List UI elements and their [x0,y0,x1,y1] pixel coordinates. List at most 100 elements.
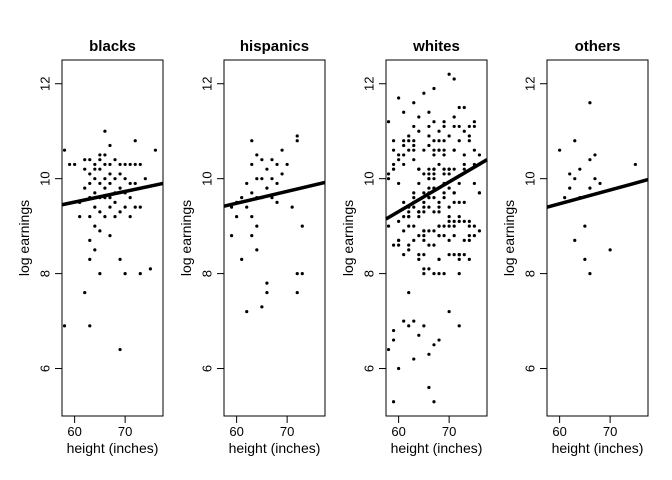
data-point [290,205,294,209]
data-point [108,143,112,148]
y-tick-label: 6 [361,365,376,372]
y-tick-label: 10 [37,171,52,185]
y-axis-label: log earnings [340,200,356,276]
data-point [62,324,67,328]
data-point [462,129,466,133]
data-point [422,205,426,209]
data-point [432,243,436,247]
panel-title: whites [412,38,460,55]
y-tick-label: 6 [37,365,52,372]
data-point [452,234,456,238]
y-axis-label: log earnings [178,200,194,276]
data-point [270,158,274,162]
regression-line [385,158,488,221]
data-point [250,215,254,219]
data-point [573,139,577,143]
data-point [472,224,476,228]
data-point [402,110,406,114]
data-point [447,224,451,228]
data-point [417,129,421,133]
data-point [240,257,244,261]
data-point [462,253,466,257]
data-point [128,196,132,200]
data-point [93,167,97,171]
data-point [437,224,441,228]
data-point [153,148,158,152]
data-point [417,115,421,119]
data-point [477,191,482,195]
data-point [412,238,416,242]
data-point [467,139,471,143]
data-point [457,253,461,257]
data-point [412,101,416,105]
data-point [245,309,249,314]
data-point [255,224,259,228]
data-point [402,319,406,323]
data-point [240,196,244,200]
data-point [437,148,441,152]
data-point [427,143,431,148]
y-tick-label: 12 [522,76,537,90]
data-point [452,115,456,119]
data-point [467,124,471,129]
data-point [412,158,416,162]
data-point [462,238,466,242]
data-point [133,139,137,143]
data-point [118,172,122,176]
data-point [462,153,466,157]
data-point [407,248,411,252]
data-point [98,229,102,233]
data-point [245,205,249,209]
data-point [275,181,279,186]
data-point [427,177,431,181]
y-tick-label: 8 [37,270,52,277]
data-point [437,234,441,238]
data-point [588,158,592,162]
data-point [391,338,396,342]
data-point [452,124,456,129]
data-point [123,272,127,276]
data-point [397,181,401,186]
data-point [386,347,391,352]
data-point [397,96,401,100]
data-point [447,186,451,190]
data-point [397,219,401,223]
data-point [422,267,426,271]
data-point [250,191,254,195]
data-point [422,324,426,328]
data-point [407,243,411,247]
data-point [442,124,446,129]
data-point [260,177,264,181]
data-point [477,229,482,233]
x-tick-label: 70 [442,424,456,439]
data-point [88,181,92,186]
data-point [568,172,572,176]
data-point [573,177,577,181]
data-point [113,158,117,162]
data-point [88,215,92,219]
data-point [285,162,289,167]
data-point [452,224,456,228]
y-tick-label: 6 [199,365,214,372]
data-point [98,181,102,186]
x-axis-label: height (inches) [67,440,159,456]
data-point [386,172,391,176]
panel-title: hispanics [240,38,309,55]
data-point [442,234,446,238]
data-point [432,120,436,124]
data-point [467,224,471,228]
y-tick-label: 8 [522,270,537,277]
data-point [417,253,421,257]
data-point [593,153,597,157]
data-point [422,210,426,214]
x-tick-label: 60 [229,424,243,439]
data-point [457,200,461,204]
data-point [462,200,466,204]
data-point [402,153,406,157]
data-point [265,186,269,190]
data-point [417,167,421,171]
data-point [402,200,406,204]
data-point [83,290,87,295]
